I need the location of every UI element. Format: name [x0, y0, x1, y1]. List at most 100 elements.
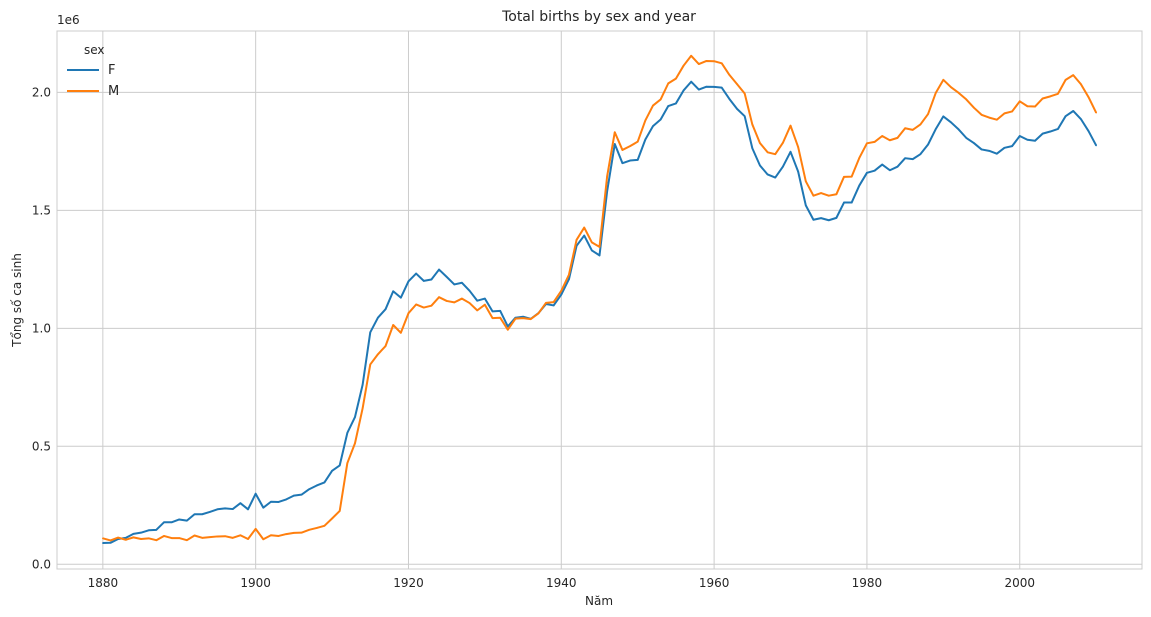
data-point: [759, 142, 761, 144]
data-point: [445, 300, 448, 302]
data-point: [591, 241, 593, 244]
data-point: [415, 303, 417, 306]
data-point: [529, 318, 532, 320]
data-point: [598, 254, 601, 257]
data-point: [850, 201, 853, 204]
data-point: [736, 108, 738, 110]
data-point: [338, 464, 341, 467]
data-point: [1003, 147, 1006, 149]
data-point: [1041, 132, 1044, 135]
data-point: [720, 62, 723, 65]
data-point: [1095, 111, 1097, 114]
data-point: [728, 98, 731, 100]
data-point: [239, 534, 242, 537]
data-point: [850, 175, 853, 178]
data-point: [743, 92, 746, 95]
x-tick-label: 1940: [546, 576, 577, 590]
data-point: [178, 518, 181, 521]
data-point: [560, 293, 563, 296]
data-point: [636, 159, 639, 161]
data-point: [866, 172, 868, 174]
data-point: [1018, 135, 1021, 137]
data-point: [965, 98, 968, 101]
data-point: [927, 113, 929, 115]
data-point: [644, 119, 647, 122]
data-point: [186, 539, 188, 542]
data-point: [461, 281, 463, 284]
data-point: [911, 158, 914, 160]
data-point: [285, 498, 288, 501]
legend-label-m: M: [108, 84, 119, 99]
x-tick-label: 1980: [852, 576, 883, 590]
data-point: [124, 538, 127, 541]
x-tick-label: 2000: [1004, 576, 1035, 590]
x-tick-label: 1920: [393, 576, 424, 590]
data-point: [996, 152, 998, 155]
data-point: [889, 139, 891, 142]
data-point: [934, 92, 937, 94]
data-point: [705, 85, 708, 88]
data-point: [766, 151, 769, 154]
data-point: [713, 86, 715, 88]
data-point: [988, 116, 990, 119]
data-point: [927, 143, 929, 146]
data-point: [820, 192, 822, 194]
data-point: [109, 542, 112, 544]
data-point: [254, 492, 257, 495]
y-tick-label: 1.5: [32, 203, 51, 217]
data-point: [950, 86, 952, 88]
data-point: [942, 115, 945, 118]
data-point: [1034, 139, 1036, 142]
plot-frame: [56, 30, 1143, 570]
data-point: [690, 80, 692, 83]
data-point: [231, 508, 234, 510]
data-point: [507, 325, 509, 328]
data-point: [881, 163, 884, 166]
data-point: [491, 310, 494, 313]
data-point: [568, 273, 570, 276]
data-point: [270, 500, 272, 503]
data-point: [919, 123, 922, 126]
data-point: [384, 345, 387, 347]
data-point: [178, 537, 181, 539]
data-point: [1057, 92, 1059, 95]
data-point: [613, 143, 616, 145]
data-point: [1087, 96, 1090, 98]
data-point: [277, 501, 280, 503]
data-point: [285, 533, 288, 535]
data-point: [774, 153, 777, 155]
data-point: [965, 137, 968, 139]
data-point: [262, 506, 265, 509]
data-point: [186, 519, 188, 522]
data-point: [705, 60, 708, 62]
data-point: [827, 219, 830, 222]
data-point: [124, 537, 127, 539]
data-point: [911, 129, 914, 131]
data-point: [338, 510, 341, 512]
data-point: [422, 306, 425, 309]
data-point: [201, 513, 203, 516]
data-point: [468, 302, 471, 304]
data-point: [858, 184, 861, 187]
plot-background: [57, 31, 1142, 569]
data-point: [827, 194, 830, 197]
data-point: [1026, 105, 1029, 108]
data-point: [132, 533, 135, 535]
data-point: [675, 102, 677, 105]
data-point: [659, 98, 662, 101]
data-point: [698, 63, 700, 65]
data-point: [980, 113, 983, 116]
data-point: [300, 493, 303, 496]
data-point: [361, 407, 364, 410]
data-point: [331, 470, 333, 472]
y-gridlines: [57, 91, 1142, 565]
data-point: [1064, 79, 1067, 81]
data-point: [170, 537, 173, 539]
data-point: [957, 128, 960, 131]
data-point: [331, 517, 333, 520]
data-point: [377, 316, 379, 319]
data-point: [216, 535, 219, 538]
data-point: [117, 536, 119, 539]
data-point: [438, 268, 440, 271]
data-point: [713, 60, 715, 62]
